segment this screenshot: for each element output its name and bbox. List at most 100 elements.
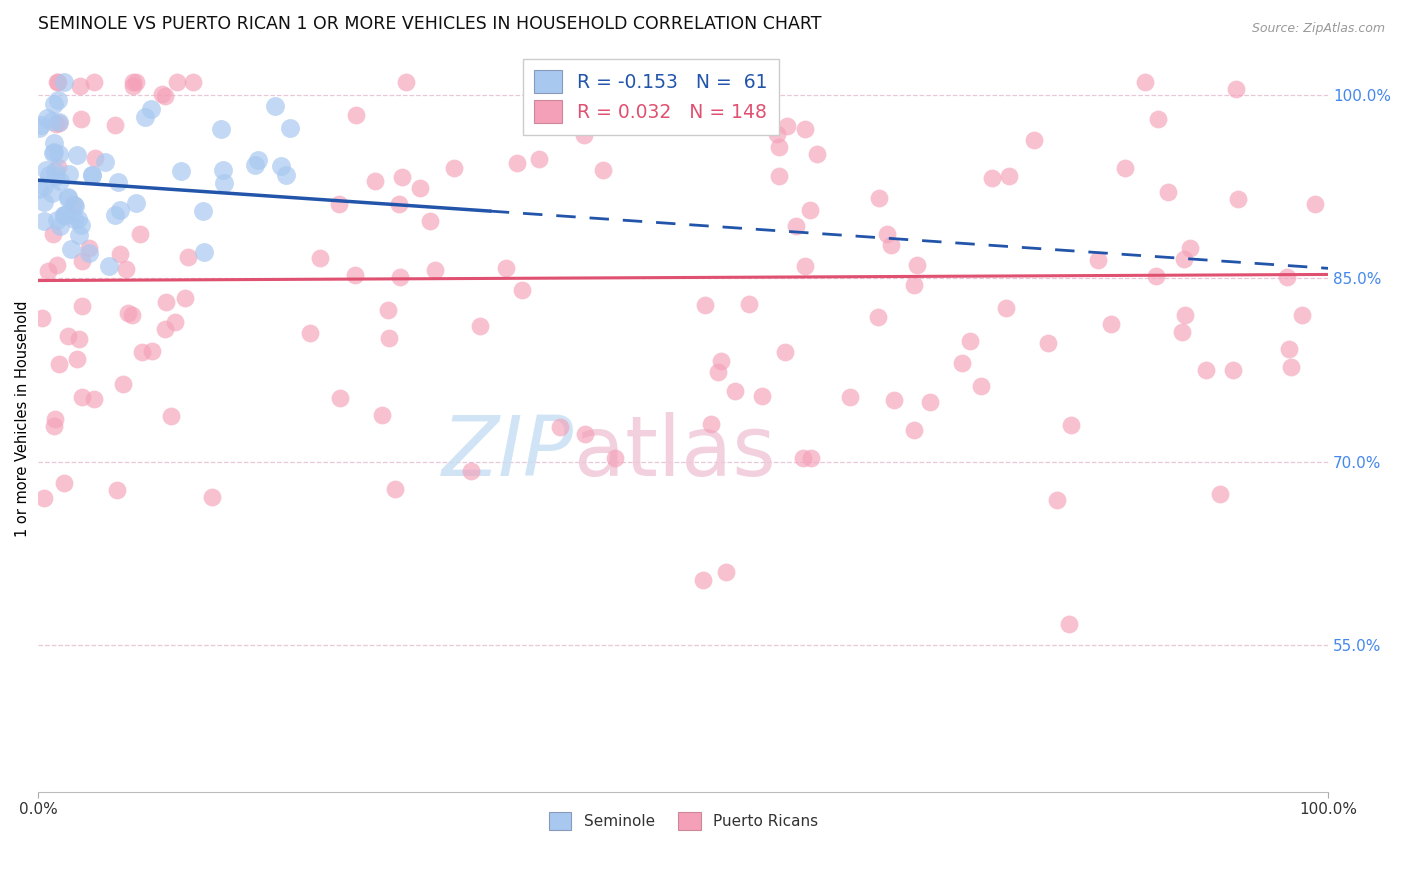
Text: ZIP: ZIP: [441, 412, 574, 493]
Point: [67, 212, 90, 227]
Point: [799, 202, 821, 217]
Point: [84, 151, 107, 165]
Point: [903, 423, 925, 437]
Point: [1157, 186, 1180, 200]
Point: [42, 145, 65, 160]
Point: [66, 147, 89, 161]
Point: [495, 260, 517, 275]
Point: [141, 344, 163, 359]
Point: [270, 159, 292, 173]
Point: [62, 197, 84, 211]
Point: [83, 75, 105, 89]
Point: [768, 140, 790, 154]
Point: [389, 270, 412, 285]
Point: [299, 326, 322, 340]
Point: [1171, 325, 1194, 339]
Point: [1114, 161, 1136, 176]
Point: [1277, 269, 1299, 284]
Point: [1279, 360, 1302, 375]
Point: [32, 491, 55, 505]
Point: [53, 75, 76, 89]
Point: [150, 87, 173, 101]
Point: [309, 251, 332, 265]
Point: [169, 164, 191, 178]
Point: [103, 119, 125, 133]
Point: [384, 482, 406, 496]
Point: [48, 116, 70, 130]
Point: [155, 295, 177, 310]
Point: [994, 301, 1017, 316]
Point: [1147, 112, 1170, 126]
Point: [48, 147, 70, 161]
Point: [388, 196, 411, 211]
Point: [603, 450, 626, 465]
Point: [70, 390, 93, 404]
Point: [34, 178, 56, 193]
Point: [364, 174, 387, 188]
Point: [1057, 616, 1080, 631]
Point: [879, 238, 901, 252]
Point: [131, 345, 153, 359]
Point: [700, 417, 723, 431]
Point: [883, 392, 905, 407]
Point: [181, 75, 204, 89]
Point: [176, 250, 198, 264]
Point: [692, 574, 714, 588]
Point: [44, 164, 66, 178]
Point: [647, 75, 669, 89]
Point: [737, 296, 759, 310]
Point: [45, 213, 67, 227]
Point: [574, 426, 596, 441]
Point: [903, 277, 925, 292]
Point: [785, 219, 807, 233]
Point: [329, 391, 352, 405]
Point: [153, 322, 176, 336]
Point: [41, 186, 63, 201]
Point: [37, 264, 59, 278]
Point: [1195, 363, 1218, 377]
Point: [69, 78, 91, 93]
Point: [107, 175, 129, 189]
Point: [918, 395, 941, 409]
Point: [121, 308, 143, 322]
Point: [108, 247, 131, 261]
Point: [707, 365, 730, 379]
Point: [70, 253, 93, 268]
Point: [52, 208, 75, 222]
Point: [46, 75, 69, 89]
Point: [38, 168, 60, 182]
Point: [35, 112, 58, 126]
Point: [212, 176, 235, 190]
Point: [42, 418, 65, 433]
Point: [42, 97, 65, 112]
Point: [724, 384, 747, 399]
Point: [49, 219, 72, 233]
Point: [1226, 192, 1249, 206]
Point: [173, 291, 195, 305]
Point: [58, 167, 80, 181]
Point: [1225, 81, 1247, 95]
Point: [67, 332, 90, 346]
Point: [970, 379, 993, 393]
Point: [31, 311, 53, 326]
Point: [121, 75, 143, 89]
Point: [134, 110, 156, 124]
Point: [77, 245, 100, 260]
Point: [714, 565, 737, 579]
Point: [153, 89, 176, 103]
Point: [30, 118, 52, 132]
Point: [44, 411, 66, 425]
Point: [42, 145, 65, 160]
Point: [69, 218, 91, 232]
Point: [278, 120, 301, 135]
Point: [201, 490, 224, 504]
Point: [62, 198, 84, 212]
Point: [32, 195, 55, 210]
Point: [121, 79, 143, 94]
Point: [163, 315, 186, 329]
Point: [1208, 486, 1230, 500]
Point: [650, 75, 672, 89]
Point: [48, 115, 70, 129]
Point: [460, 464, 482, 478]
Point: [776, 120, 799, 134]
